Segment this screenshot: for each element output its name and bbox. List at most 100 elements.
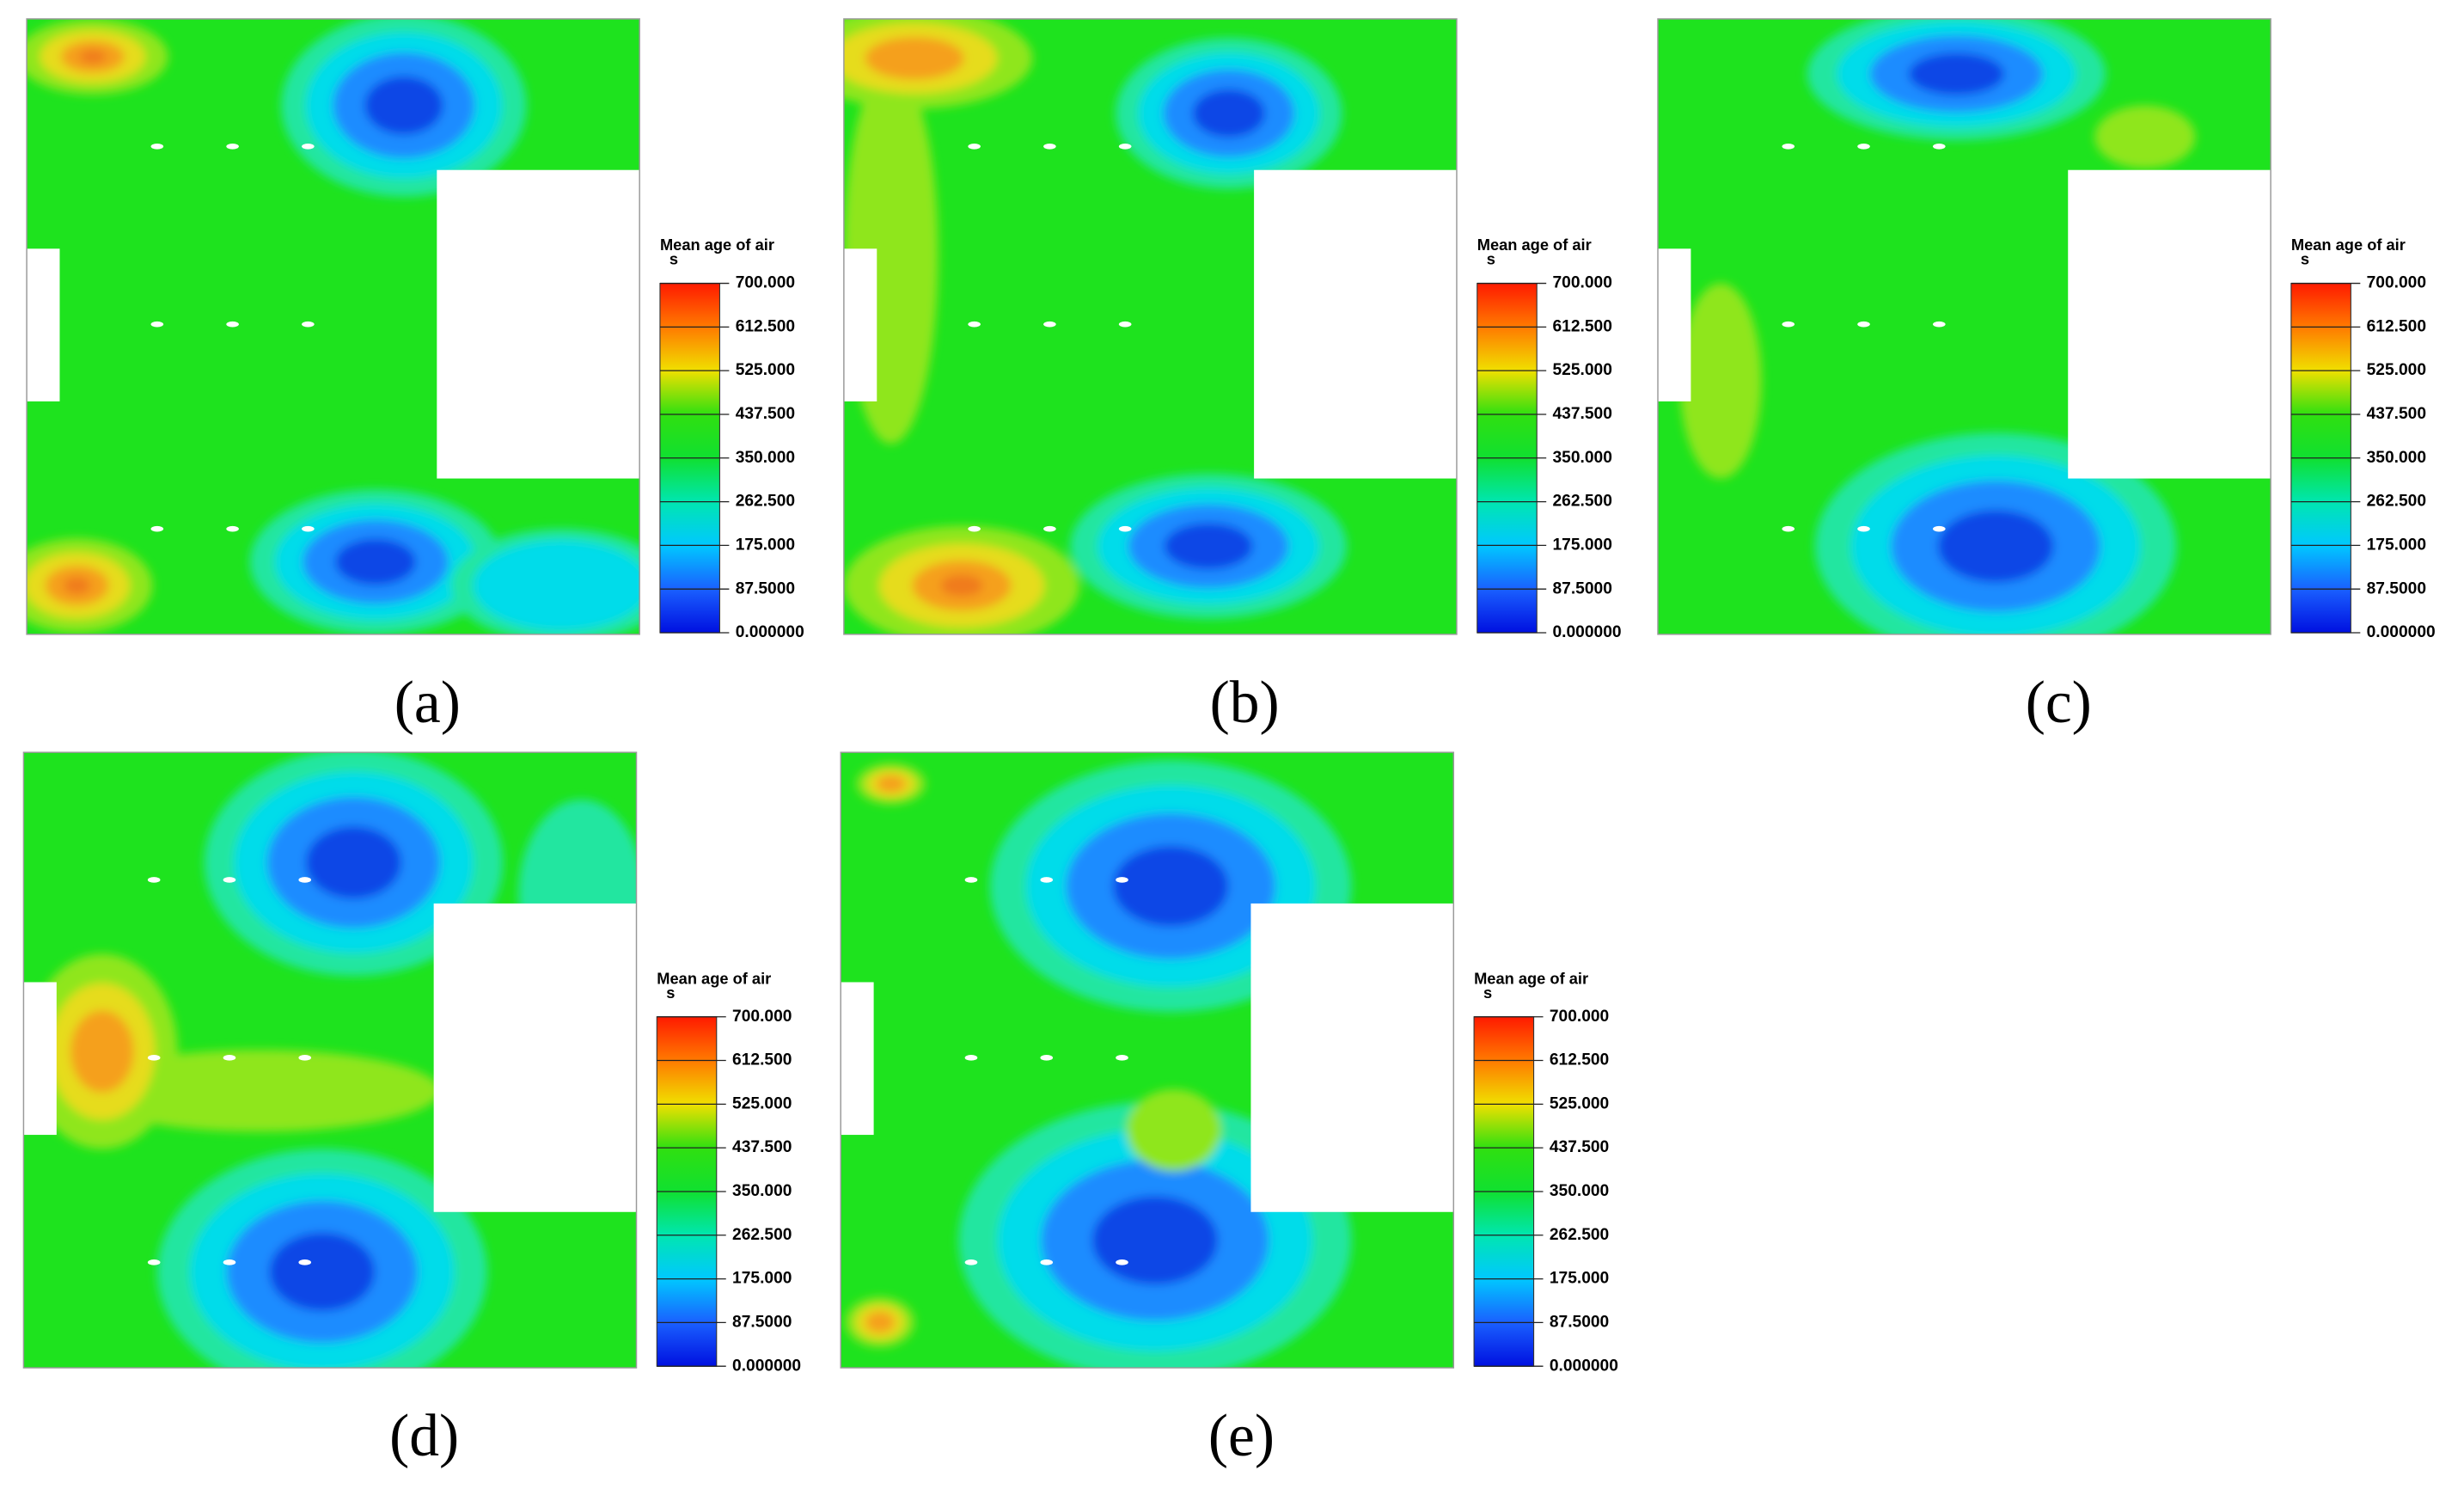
- outlet: [968, 143, 981, 150]
- colorbar-label: 525.000: [2367, 361, 2426, 379]
- outlet: [1118, 143, 1132, 150]
- obstacle: [2068, 169, 2271, 479]
- contour-region: [473, 540, 640, 631]
- outlet: [1782, 525, 1795, 532]
- outlet: [147, 877, 161, 883]
- outlet: [1857, 321, 1870, 328]
- plot-border: [840, 751, 1455, 1369]
- colorbar-label: 0.000000: [2367, 623, 2436, 641]
- contour-plot: [843, 18, 1457, 634]
- outlet: [1040, 1259, 1054, 1265]
- legend-title: Mean age of air: [1474, 969, 1588, 987]
- colorbar-label: 0.000000: [1550, 1357, 1618, 1375]
- colorbar-label: 350.000: [736, 449, 795, 467]
- outlet: [968, 321, 981, 328]
- colorbar-label: 175.000: [736, 536, 795, 554]
- contour-region: [865, 1311, 895, 1333]
- outlet: [147, 1055, 161, 1061]
- outlet: [964, 1055, 978, 1061]
- contour-region: [876, 775, 906, 793]
- colorbar-label: 525.000: [1550, 1094, 1609, 1112]
- contours: [843, 18, 1347, 634]
- colorbar-label: 262.500: [2367, 493, 2426, 511]
- contour-region: [1164, 523, 1253, 570]
- outlet: [1040, 1055, 1054, 1061]
- outlet: [1932, 525, 1946, 532]
- contour-region: [1908, 52, 2004, 95]
- contour-region: [940, 574, 983, 597]
- contours: [1679, 18, 2196, 634]
- colorbar-label: 87.5000: [1550, 1313, 1609, 1331]
- colorbar-label: 350.000: [1550, 1182, 1609, 1200]
- colorbar-label: 0.000000: [1553, 623, 1622, 641]
- outlet: [298, 1055, 312, 1061]
- inlet: [27, 248, 60, 401]
- obstacle: [437, 169, 640, 479]
- legend-title: Mean age of air: [1477, 236, 1592, 254]
- outlet: [150, 321, 164, 328]
- colorbar-label: 612.500: [2367, 317, 2426, 335]
- colorbar-label: 437.500: [1550, 1138, 1609, 1156]
- legend-unit: s: [666, 983, 675, 1002]
- outlet: [298, 877, 312, 883]
- colorbar-label: 525.000: [1553, 361, 1612, 379]
- outlet: [1857, 525, 1870, 532]
- plot-border: [26, 18, 640, 635]
- contours: [845, 760, 1352, 1369]
- outlet: [1118, 321, 1132, 328]
- colorbar-label: 700.000: [732, 1008, 792, 1026]
- colorbar-label: 262.500: [1553, 493, 1612, 511]
- colorbar-label: 612.500: [732, 1051, 792, 1069]
- colorbar-label: 0.000000: [732, 1357, 801, 1375]
- colorbar-label: 87.5000: [2367, 579, 2426, 597]
- obstacle: [1254, 169, 1457, 479]
- contour-region: [1112, 845, 1229, 927]
- colorbar-label: 612.500: [736, 317, 795, 335]
- contour-region: [2094, 105, 2196, 169]
- contour-region: [63, 577, 91, 594]
- outlet: [968, 525, 981, 532]
- contour-region: [269, 1232, 376, 1312]
- colorbar-label: 262.500: [736, 493, 795, 511]
- outlet: [1043, 143, 1056, 150]
- inlet: [1658, 248, 1691, 401]
- legend-title: Mean age of air: [657, 969, 771, 987]
- contour-region: [865, 37, 964, 80]
- contour-plot: [1658, 18, 2271, 634]
- colorbar-label: 437.500: [736, 405, 795, 423]
- contour-plot: [23, 752, 637, 1369]
- outlet: [964, 1259, 978, 1265]
- colorbar-label: 700.000: [1550, 1008, 1609, 1026]
- inlet: [23, 982, 57, 1136]
- colorbar-label: 525.000: [736, 361, 795, 379]
- colorbar-label: 612.500: [1550, 1051, 1609, 1069]
- colorbar-label: 0.000000: [736, 623, 804, 641]
- outlet: [1116, 1055, 1128, 1061]
- colorbar-label: 87.5000: [736, 579, 795, 597]
- contour-region: [1192, 89, 1265, 138]
- outlet: [226, 143, 239, 150]
- outlet: [1932, 321, 1946, 328]
- outlet: [302, 525, 315, 532]
- legend-title: Mean age of air: [660, 236, 774, 254]
- plot-border: [843, 18, 1458, 635]
- colorbar-label: 437.500: [1553, 405, 1612, 423]
- colorbar-label: 437.500: [2367, 405, 2426, 423]
- panel-label: (e): [1208, 1403, 1275, 1469]
- colorbar-label: 262.500: [1550, 1226, 1609, 1244]
- contour-plot: [841, 752, 1454, 1369]
- outlet: [226, 321, 239, 328]
- outlet: [1040, 877, 1054, 883]
- obstacle: [1250, 903, 1454, 1212]
- colorbar-label: 175.000: [1553, 536, 1612, 554]
- outlet: [223, 1259, 236, 1265]
- outlet: [1043, 525, 1056, 532]
- colorbar-label: 350.000: [732, 1182, 792, 1200]
- inlet: [843, 248, 877, 401]
- contour-region: [305, 826, 401, 899]
- outlet: [964, 877, 978, 883]
- contour-region: [364, 76, 443, 135]
- outlet: [1116, 877, 1128, 883]
